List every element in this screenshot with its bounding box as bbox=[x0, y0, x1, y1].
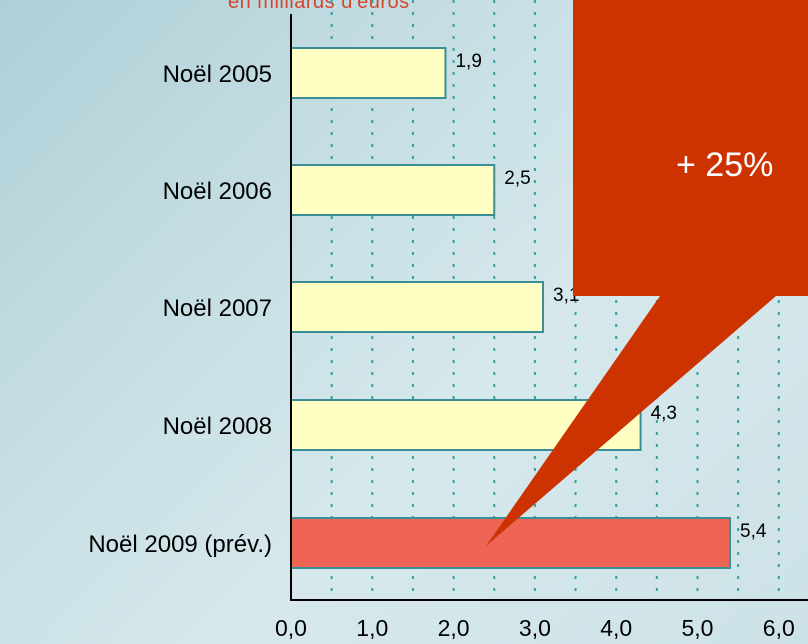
x-tick-label: 0,0 bbox=[275, 615, 307, 641]
category-label: Noël 2006 bbox=[163, 178, 272, 205]
chart-subtitle: en milliards d'euros bbox=[228, 0, 410, 13]
x-tick-labels: 0,0 1,0 2,0 3,0 4,0 5,0 6,0 bbox=[275, 615, 795, 641]
bars bbox=[290, 47, 732, 569]
value-labels: 1,9 2,5 3,1 4,3 5,4 bbox=[455, 51, 766, 542]
x-tick-label: 6,0 bbox=[763, 615, 795, 641]
category-label: Noël 2005 bbox=[163, 61, 272, 88]
bar bbox=[290, 47, 447, 99]
value-label: 5,4 bbox=[740, 521, 767, 542]
category-labels: Noël 2005 Noël 2006 Noël 2007 Noël 2008 Noël… bbox=[88, 61, 272, 558]
x-tick-label: 2,0 bbox=[438, 615, 470, 641]
callout-box bbox=[486, 0, 808, 546]
bar bbox=[290, 164, 496, 216]
axes bbox=[290, 14, 808, 601]
x-tick-label: 4,0 bbox=[600, 615, 632, 641]
value-label: 2,5 bbox=[504, 168, 530, 189]
bar bbox=[290, 517, 732, 569]
value-label: 3,1 bbox=[553, 285, 579, 306]
callout-text: + 25% bbox=[676, 146, 774, 184]
category-label: Noël 2009 (prév.) bbox=[88, 531, 272, 558]
bar bbox=[290, 281, 545, 333]
value-label: 4,3 bbox=[651, 403, 677, 424]
x-tick-label: 3,0 bbox=[519, 615, 551, 641]
x-tick-label: 1,0 bbox=[356, 615, 388, 641]
category-label: Noël 2007 bbox=[163, 295, 272, 322]
value-label: 1,9 bbox=[455, 51, 481, 72]
category-label: Noël 2008 bbox=[163, 413, 272, 440]
x-tick-label: 5,0 bbox=[682, 615, 714, 641]
